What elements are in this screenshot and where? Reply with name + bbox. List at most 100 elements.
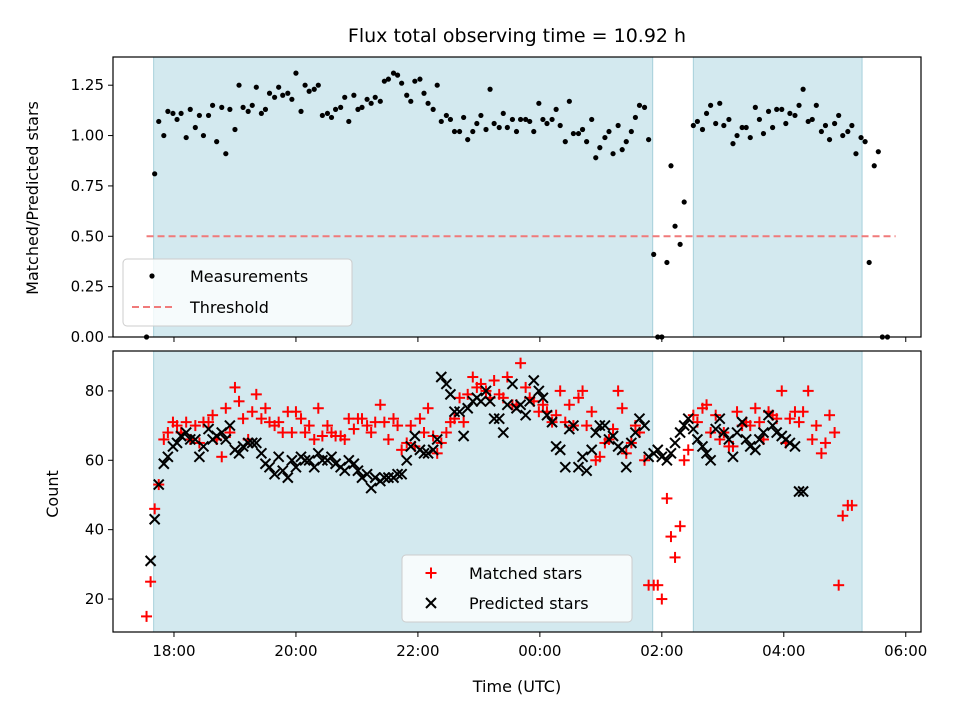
predicted-star-point <box>669 437 681 449</box>
predicted-star-point <box>361 468 373 480</box>
measurement-point <box>451 128 458 135</box>
predicted-star-point <box>290 461 302 473</box>
measurement-point <box>721 122 727 129</box>
measurement-point <box>513 128 520 135</box>
measurement-point <box>593 155 599 161</box>
measurement-point <box>668 163 674 169</box>
measurement-point <box>589 116 595 123</box>
matched-star-point <box>810 420 822 432</box>
measurement-point <box>566 98 572 104</box>
matched-star-point <box>189 420 201 432</box>
measurement-point <box>298 108 304 114</box>
predicted-star-point <box>533 385 545 397</box>
predicted-star-point <box>237 440 249 453</box>
measurement-point <box>765 108 772 114</box>
matched-star-point <box>488 374 500 386</box>
matched-star-point <box>846 499 858 511</box>
matched-star-point <box>422 402 434 414</box>
ratio-panel: 0.00 0.25 0.50 0.75 1.00 1.25 Measurements Thre… <box>71 56 922 346</box>
measurement-point <box>377 98 383 104</box>
predicted-star-point <box>541 409 553 421</box>
measurement-point <box>408 98 414 104</box>
measurement-point <box>615 122 621 129</box>
predicted-star-point <box>682 412 694 425</box>
measurement-point <box>800 86 806 92</box>
measurement-point <box>359 104 365 110</box>
measurement-point <box>456 128 463 135</box>
matched-star-point <box>216 451 228 463</box>
predicted-star-point <box>727 451 739 463</box>
measurement-point <box>570 130 577 137</box>
predicted-star-point <box>409 430 421 442</box>
measurement-point <box>681 199 687 205</box>
x-tick-label: 20:00 <box>274 642 317 660</box>
predicted-star-point <box>638 419 651 432</box>
predicted-star-point <box>440 378 453 390</box>
measurement-point <box>394 72 401 78</box>
legend-matched-label: Matched stars <box>469 564 582 583</box>
matched-star-point <box>171 420 183 432</box>
matched-star-point <box>286 427 298 439</box>
predicted-star-point <box>523 395 536 408</box>
measurement-point <box>156 118 162 125</box>
predicted-star-point <box>714 412 726 425</box>
matched-star-point <box>520 381 532 393</box>
legend-threshold-label: Threshold <box>189 298 269 317</box>
predicted-star-point <box>277 464 289 477</box>
matched-star-point <box>776 385 788 397</box>
matched-star-point <box>290 406 302 418</box>
predicted-star-point <box>369 471 381 484</box>
measurement-point <box>651 251 657 258</box>
measurement-point <box>579 126 586 133</box>
measurement-point <box>187 106 193 112</box>
y-tick-label: 1.00 <box>71 127 104 145</box>
y-tick-label: 20 <box>85 590 104 608</box>
measurement-point <box>192 124 198 131</box>
predicted-star-point <box>757 426 770 439</box>
predicted-star-point <box>704 454 717 466</box>
predicted-star-point <box>148 513 161 525</box>
measurement-point <box>584 139 590 145</box>
matched-star-point <box>158 433 170 445</box>
matched-star-point <box>414 413 426 425</box>
matched-star-point <box>581 420 593 432</box>
bottom-legend: Matched stars Predicted stars <box>401 554 633 623</box>
measurement-point <box>219 104 225 110</box>
matched-star-point <box>440 427 452 439</box>
predicted-star-point <box>268 468 281 480</box>
measurement-point <box>726 116 732 123</box>
matched-star-point <box>837 510 849 522</box>
measurement-point <box>690 122 696 129</box>
matched-star-point <box>687 409 699 421</box>
plot-frame <box>112 56 922 338</box>
measurement-point <box>628 128 634 135</box>
measurement-point <box>249 102 255 108</box>
predicted-star-point <box>312 447 325 460</box>
matched-star-point <box>616 402 628 414</box>
predicted-star-point <box>559 461 571 473</box>
measurement-point <box>372 94 378 100</box>
predicted-star-point <box>325 451 338 463</box>
matched-star-point <box>656 593 668 605</box>
predicted-star-point <box>246 437 258 449</box>
predicted-star-point <box>656 451 668 463</box>
measurement-point <box>770 124 776 131</box>
matched-star-point <box>833 579 845 591</box>
bottom-y-axis-label: Count <box>43 470 62 518</box>
measurement-point <box>792 112 798 119</box>
legend-predicted-label: Predicted stars <box>469 594 589 613</box>
predicted-star-point <box>546 416 558 428</box>
predicted-star-point <box>554 444 566 456</box>
predicted-star-point <box>158 458 170 470</box>
matched-star-point <box>829 427 841 439</box>
measurement-point <box>840 132 846 139</box>
matched-star-point <box>382 433 394 445</box>
predicted-star-point <box>220 433 232 446</box>
matched-star-point <box>572 392 584 404</box>
predicted-star-point <box>448 406 461 418</box>
predicted-star-point <box>793 485 805 498</box>
y-tick-label: 60 <box>85 451 104 469</box>
measurement-point <box>183 134 189 141</box>
matched-star-point <box>180 416 192 428</box>
measurement-point <box>752 104 758 110</box>
